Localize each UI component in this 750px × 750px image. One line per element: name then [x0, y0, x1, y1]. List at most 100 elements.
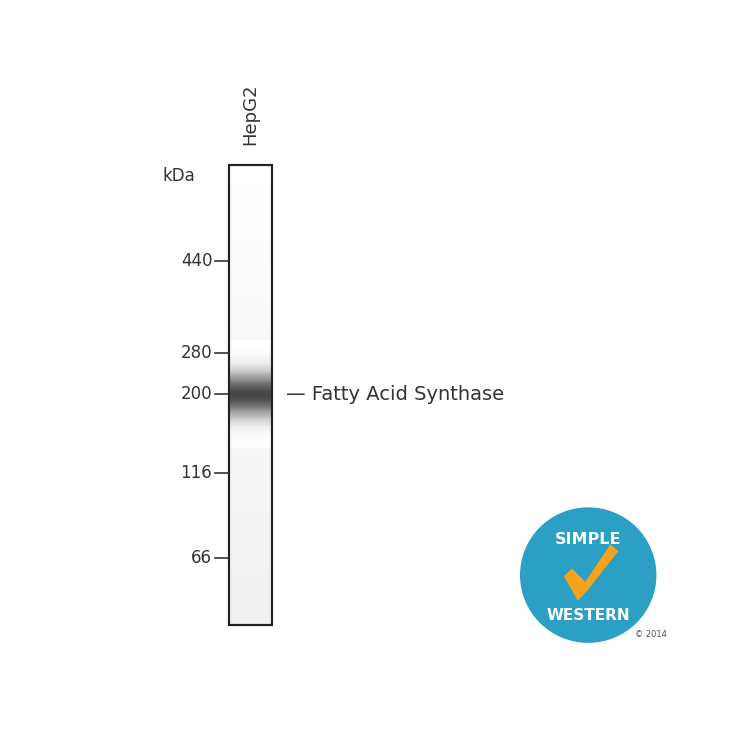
- Bar: [230, 186, 272, 188]
- Bar: [230, 372, 272, 373]
- Bar: [230, 488, 272, 490]
- Bar: [230, 193, 272, 195]
- Bar: [230, 272, 272, 274]
- Bar: [230, 335, 272, 338]
- Bar: [230, 400, 272, 401]
- Bar: [230, 538, 272, 540]
- Bar: [230, 345, 272, 347]
- Bar: [230, 341, 272, 342]
- Bar: [230, 404, 272, 406]
- Bar: [230, 393, 272, 394]
- Bar: [230, 547, 272, 549]
- Bar: [230, 602, 272, 604]
- Bar: [230, 441, 272, 443]
- Bar: [230, 577, 272, 579]
- Bar: [230, 301, 272, 303]
- Bar: [230, 570, 272, 572]
- Bar: [230, 348, 272, 350]
- Bar: [230, 490, 272, 492]
- Bar: [230, 410, 272, 411]
- Bar: [230, 317, 272, 320]
- Bar: [230, 544, 272, 547]
- Bar: [230, 354, 272, 356]
- Bar: [230, 356, 272, 358]
- Bar: [230, 483, 272, 485]
- Bar: [230, 616, 272, 618]
- Bar: [230, 401, 272, 402]
- Bar: [230, 443, 272, 446]
- Bar: [230, 303, 272, 306]
- Bar: [230, 440, 272, 441]
- Bar: [230, 522, 272, 524]
- Bar: [230, 358, 272, 361]
- Bar: [230, 531, 272, 533]
- Bar: [230, 566, 272, 568]
- Bar: [230, 568, 272, 570]
- Bar: [230, 184, 272, 186]
- Bar: [230, 379, 272, 380]
- Bar: [230, 195, 272, 198]
- Bar: [230, 218, 272, 220]
- Bar: [230, 294, 272, 296]
- Bar: [230, 211, 272, 214]
- Bar: [230, 395, 272, 398]
- Bar: [230, 471, 272, 473]
- Bar: [230, 290, 272, 292]
- Bar: [230, 433, 272, 434]
- Bar: [230, 462, 272, 464]
- Bar: [230, 388, 272, 390]
- Text: HepG2: HepG2: [242, 84, 260, 146]
- Bar: [230, 556, 272, 559]
- Bar: [230, 373, 272, 374]
- Bar: [230, 396, 272, 397]
- Text: 440: 440: [181, 252, 212, 270]
- Bar: [230, 422, 272, 423]
- Bar: [230, 405, 272, 406]
- Bar: [230, 372, 272, 374]
- Bar: [230, 358, 272, 359]
- Bar: [230, 182, 272, 184]
- Bar: [230, 350, 272, 352]
- Bar: [230, 416, 272, 418]
- Bar: [230, 586, 272, 588]
- Bar: [230, 170, 272, 172]
- Bar: [230, 225, 272, 227]
- Bar: [230, 166, 272, 168]
- Bar: [230, 381, 272, 382]
- Bar: [230, 342, 272, 343]
- Bar: [230, 439, 272, 440]
- Bar: [230, 494, 272, 496]
- Text: 200: 200: [181, 386, 212, 404]
- Bar: [230, 584, 272, 586]
- Bar: [230, 406, 272, 408]
- Bar: [230, 506, 272, 508]
- Bar: [230, 411, 272, 412]
- Bar: [230, 346, 272, 347]
- Bar: [230, 283, 272, 285]
- Bar: [230, 434, 272, 436]
- Bar: [230, 365, 272, 368]
- Bar: [230, 172, 272, 175]
- Bar: [230, 387, 272, 388]
- Bar: [230, 274, 272, 276]
- Bar: [230, 308, 272, 310]
- Bar: [230, 591, 272, 593]
- Bar: [230, 377, 272, 378]
- Bar: [230, 455, 272, 458]
- Bar: [230, 524, 272, 526]
- Bar: [230, 431, 272, 432]
- Bar: [230, 177, 272, 179]
- Bar: [230, 166, 272, 626]
- Bar: [230, 445, 272, 446]
- Bar: [230, 264, 272, 266]
- Bar: [230, 200, 272, 202]
- Bar: [230, 392, 272, 393]
- Bar: [230, 190, 272, 193]
- Bar: [230, 448, 272, 451]
- Bar: [230, 574, 272, 577]
- Bar: [230, 430, 272, 431]
- Bar: [230, 287, 272, 290]
- Bar: [230, 499, 272, 501]
- Bar: [230, 421, 272, 422]
- Bar: [230, 292, 272, 294]
